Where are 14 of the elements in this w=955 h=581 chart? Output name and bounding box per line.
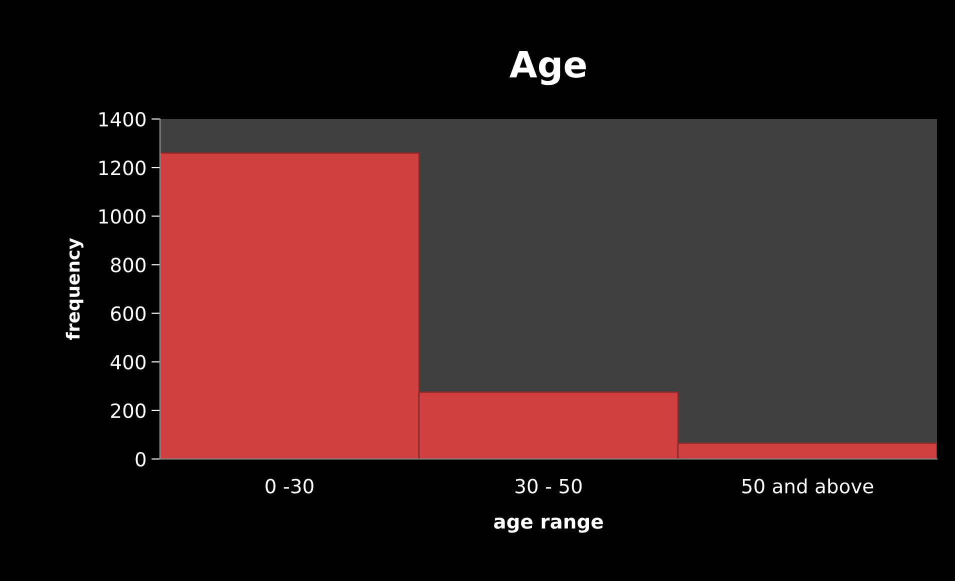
y-axis-title: frequency bbox=[66, 238, 84, 340]
x-tick-label: 30 - 50 bbox=[516, 478, 582, 494]
y-tick-label: 1200 bbox=[99, 160, 146, 176]
y-tick-label: 1400 bbox=[99, 112, 146, 127]
chart-title: Age bbox=[510, 51, 586, 86]
y-tick-label: 1000 bbox=[99, 209, 146, 224]
y-tick-label: 600 bbox=[111, 306, 146, 321]
y-tick-label: 800 bbox=[111, 258, 146, 272]
y-tick-label: 0 bbox=[136, 452, 146, 467]
x-axis-title: age range bbox=[494, 518, 603, 533]
y-tick-label: 200 bbox=[111, 403, 146, 418]
x-tick-label: 0 -30 bbox=[266, 478, 314, 494]
y-tick-label: 400 bbox=[110, 354, 146, 370]
x-tick-label: 50 and above bbox=[742, 478, 874, 494]
